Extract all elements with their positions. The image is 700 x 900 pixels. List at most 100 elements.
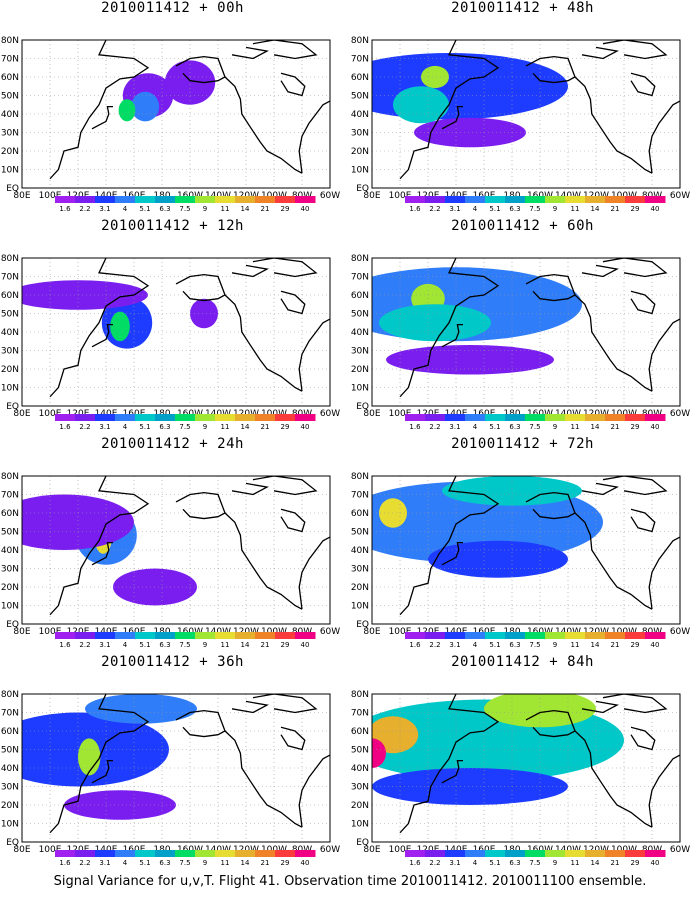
map-frame [371,475,681,625]
colorbar-label: 11 [221,641,230,649]
coastline [602,694,668,714]
colorbar-swatch [505,196,526,203]
lat-tick-label: 30N [351,129,369,139]
coastline [630,290,656,315]
colorbar-label: 11 [571,423,580,431]
lat-tick-label: 40N [1,328,19,338]
colorbar-swatch [465,632,486,639]
colorbar-swatch [485,850,506,857]
map-panel-24h: 2010011412 + 24h EQ 10N 20N 30N 40N 50N 60N 70N 8… [0,436,345,658]
lon-tick-label: 100E [39,191,62,201]
panel-title: 2010011412 + 72h [451,436,594,452]
lon-tick-label: 80E [363,845,380,855]
colorbar-label: 40 [651,423,660,431]
colorbar-swatch [545,632,566,639]
lon-tick-label: 60W [320,845,340,855]
colorbar-swatch [55,414,76,421]
colorbar-label: 3.1 [99,423,110,431]
lat-tick-label: 10N [1,820,19,830]
lat-tick-label: 50N [1,528,19,538]
lat-tick-label: 60N [351,73,369,83]
lat-tick-label: 60N [1,509,19,519]
colorbar-swatch [135,414,156,421]
coastline [441,541,463,566]
colorbar-swatch [295,632,316,639]
colorbar-swatch [585,850,606,857]
lat-tick-label: 40N [1,110,19,120]
coastline [602,258,668,278]
lat-tick-label: 20N [351,365,369,375]
lat-tick-label: EQ [356,620,369,630]
colorbar-swatch [115,632,136,639]
colorbar-swatch [585,414,606,421]
lat-tick-label: 20N [351,801,369,811]
colorbar-label: 29 [281,423,290,431]
colorbar-label: 2.2 [429,859,440,867]
lat-tick-label: 50N [351,528,369,538]
lon-tick-label: 80E [363,627,380,637]
colorbar-label: 21 [261,859,270,867]
colorbar-label: 29 [281,859,290,867]
colorbar-label: 1.6 [59,423,71,431]
map-plot: EQ10N20N30N40N50N60N70N80N80E100E120E140… [351,472,690,649]
coastline [441,323,463,348]
lat-tick-label: 70N [351,273,369,283]
lat-tick-label: 40N [351,110,369,120]
map-panel-48h: 2010011412 + 48h EQ 10N 20N 30N 40N 50N 60N 70N 8… [350,0,695,222]
colorbar-swatch [525,196,546,203]
coastline [298,100,330,174]
colorbar-swatch [425,196,446,203]
colorbar-swatch [405,850,426,857]
coastline [648,754,680,828]
coastline [280,726,306,751]
coastline [280,290,306,315]
colorbar-swatch [75,414,96,421]
lat-tick-label: 60N [1,73,19,83]
lat-tick-label: EQ [356,402,369,412]
variance-region [22,280,148,310]
lat-tick-label: 80N [351,472,369,482]
coastline [49,258,150,398]
colorbar-swatch [645,414,666,421]
lon-tick-label: 100E [39,845,62,855]
variance-region [85,694,197,724]
lon-tick-label: 60W [670,845,690,855]
colorbar-swatch [405,414,426,421]
colorbar-swatch [525,632,546,639]
colorbar-swatch [605,632,626,639]
lon-tick-label: 80E [363,409,380,419]
colorbar-label: 4 [123,859,128,867]
colorbar-swatch [625,414,646,421]
coastline [224,512,303,610]
lon-tick-label: 60W [670,191,690,201]
colorbar-label: 29 [631,859,640,867]
variance-region [421,65,449,89]
lat-tick-label: 50N [351,92,369,102]
colorbar-swatch [295,414,316,421]
colorbar-label: 4 [473,423,478,431]
colorbar-label: 14 [591,859,600,867]
colorbar-label: 4 [123,205,128,213]
colorbar-label: 14 [241,423,250,431]
colorbar-swatch [255,632,276,639]
coastline [399,694,500,834]
colorbar-swatch [545,414,566,421]
colorbar-label: 3.1 [99,859,110,867]
colorbar-swatch [155,414,176,421]
colorbar-label: 2.2 [429,423,440,431]
colorbar-label: 29 [631,205,640,213]
colorbar-swatch [195,850,216,857]
lat-tick-label: 10N [1,384,19,394]
colorbar-swatch [235,632,256,639]
colorbar-label: 7.5 [179,205,190,213]
colorbar-swatch [405,196,426,203]
variance-region [22,494,134,550]
lon-tick-label: 80E [13,191,30,201]
colorbar-swatch [485,196,506,203]
colorbar-swatch [135,196,156,203]
map-panel-84h: 2010011412 + 84h EQ 10N 20N 30N 40N 50N 60N 70N 8… [350,654,695,876]
lat-tick-label: 30N [1,129,19,139]
lon-tick-label: 100E [389,845,412,855]
lat-tick-label: 40N [351,328,369,338]
lat-tick-label: 10N [351,602,369,612]
